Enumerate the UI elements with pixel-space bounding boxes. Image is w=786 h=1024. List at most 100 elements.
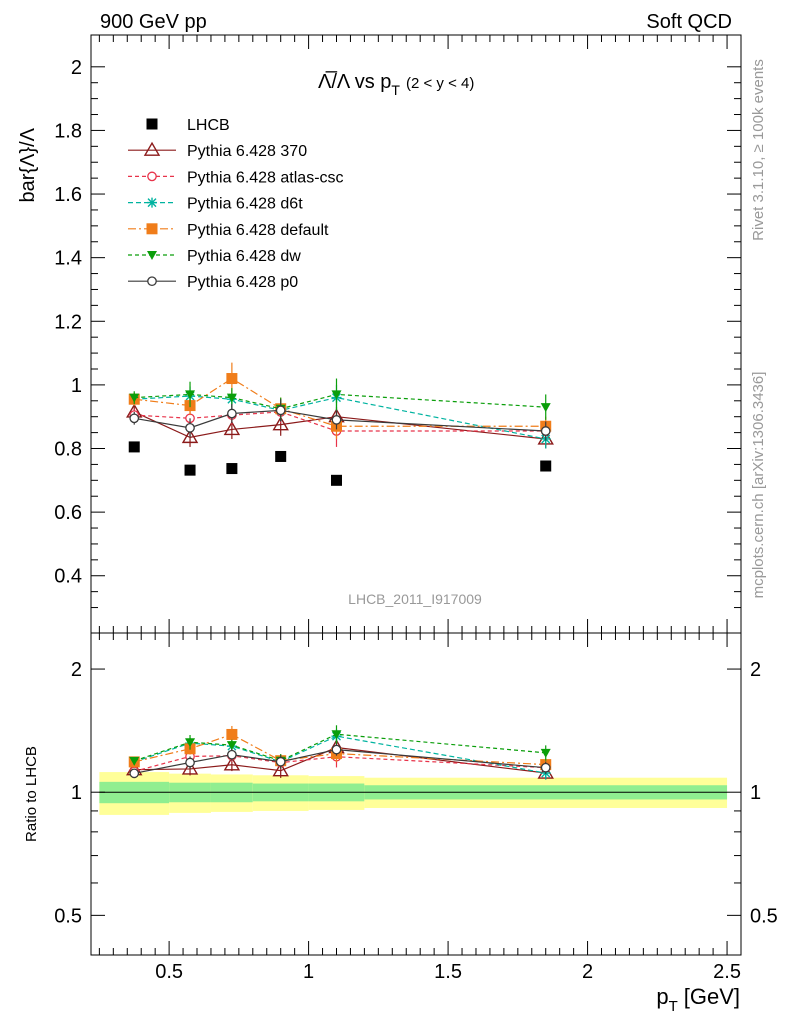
series-point-dw [226, 393, 237, 403]
series-point-p0 [275, 405, 286, 416]
ratio-line-p0 [134, 748, 546, 774]
x-axis-label: pT [GeV] [656, 984, 740, 1015]
ratio-uncertainty-band [99, 772, 728, 815]
legend-item: Pythia 6.428 dw [128, 248, 301, 265]
main-title-range: (2 < y < 4) [406, 75, 474, 92]
series-line-d6t [134, 395, 546, 440]
legend-marker [147, 276, 157, 287]
legend-label: Pythia 6.428 d6t [187, 196, 303, 213]
series-point-p0 [227, 408, 237, 419]
main-y-axis-label: bar{Λ}/Λ [17, 127, 39, 202]
x-axis-label-subscript: T [669, 998, 678, 1015]
ratio-line-370 [134, 746, 546, 774]
ratio-point-dw [540, 748, 551, 758]
data-point-lhcb [128, 441, 140, 453]
main-ticks [91, 35, 741, 955]
series-point-p0 [331, 415, 342, 425]
series-point-370 [272, 416, 289, 431]
x-tick-label: 2 [582, 961, 593, 983]
main-title: Λ̅/Λ vs pT (2 < y < 4) [318, 70, 474, 98]
main-y-tick-label: 1 [71, 375, 82, 397]
ratio-point-p0 [227, 749, 237, 760]
legend-item: Pythia 6.428 atlas-csc [128, 169, 344, 186]
series-p0 [129, 399, 551, 441]
main-y-tick-label: 1.8 [54, 120, 82, 142]
data-point-lhcb [184, 464, 196, 476]
series-point-dw [185, 390, 196, 400]
main-y-tick-label: 1.2 [54, 311, 82, 333]
legend-marker [146, 223, 158, 235]
series-line-dw [134, 393, 546, 410]
ratio-line-atlas-csc [134, 755, 546, 773]
main-data-layer [128, 441, 552, 486]
ratio-point-370 [181, 760, 199, 775]
legend-item: LHCB [146, 117, 230, 134]
ratio-point-370 [272, 762, 289, 777]
main-y-tick-label: 0.4 [54, 566, 82, 588]
ratio-series-p0 [129, 743, 551, 779]
legend-label: Pythia 6.428 dw [187, 248, 301, 265]
main-title-subscript: T [391, 82, 400, 98]
ratio-y-tick-label: 1 [71, 782, 82, 804]
data-point-lhcb [226, 463, 238, 475]
legend-item: Pythia 6.428 p0 [128, 274, 298, 291]
main-y-tick-label: 0.6 [54, 502, 82, 524]
ratio-point-dw [226, 741, 237, 751]
ratio-series-layer [126, 725, 554, 780]
data-point-lhcb [540, 460, 552, 472]
side-label-mcplots: mcplots.cern.ch [arXiv:1306.3436] [750, 372, 767, 599]
legend-item: Pythia 6.428 d6t [128, 196, 303, 213]
legend-label: LHCB [187, 117, 230, 134]
ratio-y-tick-label-right: 1 [750, 782, 761, 804]
ratio-ticks [91, 668, 741, 956]
x-tick-label: 1 [303, 961, 314, 983]
series-point-default [226, 373, 238, 385]
main-y-tick-label: 0.8 [54, 439, 82, 461]
ratio-y-axis-label: Ratio to LHCB [23, 746, 40, 842]
data-point-lhcb [330, 474, 342, 486]
ratio-panel: 0.5 0.5 1 1 2 2 0.5 1 1.5 2 2.5 Ratio to LHCB pT [… [23, 632, 778, 1015]
legend-label: Pythia 6.428 atlas-csc [187, 169, 344, 186]
legend-label: Pythia 6.428 370 [187, 143, 307, 160]
ratio-point-dw [331, 730, 342, 740]
series-point-p0 [540, 426, 551, 436]
ratio-point-p0 [185, 757, 195, 768]
ratio-point-370 [223, 756, 241, 771]
series-line-default [134, 377, 546, 427]
legend-label: Pythia 6.428 p0 [187, 274, 298, 291]
ratio-y-tick-label-right: 0.5 [750, 905, 778, 927]
legend-marker [146, 118, 158, 130]
series-line-p0 [134, 409, 546, 432]
series-point-dw [331, 390, 342, 400]
x-tick-label: 2.5 [713, 961, 741, 983]
x-tick-labels: 0.5 1 1.5 2 2.5 [155, 961, 741, 983]
side-label-rivet: Rivet 3.1.10, ≥ 100k events [750, 59, 767, 241]
x-tick-label: 1.5 [434, 961, 462, 983]
ratio-point-dw [129, 756, 140, 766]
x-axis-label-main: p [656, 984, 668, 1009]
main-watermark: LHCB_2011_I917009 [348, 591, 482, 607]
series-point-p0 [185, 422, 195, 433]
series-point-p0 [129, 413, 140, 424]
main-y-tick-label: 1.4 [54, 248, 82, 270]
x-axis-label-unit: [GeV] [684, 984, 740, 1009]
legend-marker [147, 171, 157, 182]
series-point-dw [540, 403, 551, 413]
legend-marker [143, 141, 161, 156]
main-y-tick-label: 1.6 [54, 184, 82, 206]
x-tick-label: 0.5 [155, 961, 183, 983]
ratio-point-default [226, 728, 238, 740]
data-point-lhcb [275, 450, 287, 462]
legend-item: Pythia 6.428 default [128, 222, 329, 239]
legend-label: Pythia 6.428 default [187, 222, 329, 239]
ratio-y-tick-labels: 0.5 0.5 1 1 2 2 [54, 659, 778, 927]
svg-text:Λ̅/Λ vs pT(2 < y < 4): Λ̅/Λ vs pT (2 < y < 4) [318, 70, 474, 98]
ratio-y-tick-label: 0.5 [54, 905, 82, 927]
ratio-point-p0 [275, 756, 286, 767]
ratio-point-p0 [540, 762, 551, 773]
legend-marker [147, 251, 157, 260]
main-series-layer [126, 362, 554, 449]
legend-marker [147, 197, 157, 208]
header-left: 900 GeV pp [100, 11, 207, 33]
